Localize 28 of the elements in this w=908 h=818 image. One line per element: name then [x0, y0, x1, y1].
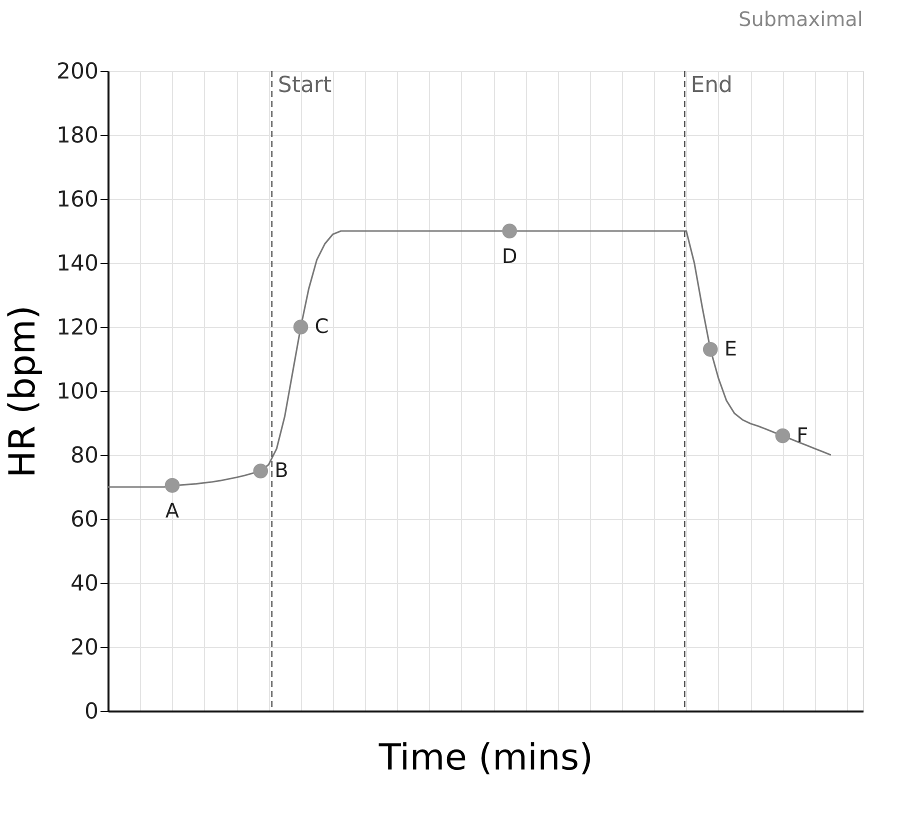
y-tick-label: 100 [56, 380, 98, 404]
y-tick-label: 120 [56, 316, 98, 340]
chart-title: Submaximal [738, 7, 863, 31]
point [253, 464, 268, 478]
data-label: B [274, 458, 288, 482]
point [775, 428, 790, 444]
x-axis-title: Time (mins) [378, 738, 594, 778]
data-label: A [165, 498, 180, 522]
point [293, 320, 308, 334]
annotation: Start [278, 73, 332, 98]
y-tick-label: 140 [56, 252, 98, 276]
y-axis-title: HR (bpm) [2, 305, 44, 478]
point [502, 224, 518, 238]
y-tick-label: 200 [56, 60, 98, 84]
data-label: E [724, 336, 738, 360]
annotation: End [690, 73, 733, 98]
y-tick-label: 20 [70, 636, 98, 660]
y-tick-label: 180 [56, 124, 98, 148]
y-tick-label: 40 [70, 572, 98, 596]
point [702, 342, 718, 357]
y-tick-label: 160 [56, 188, 98, 212]
point [164, 478, 180, 493]
y-tick-label: 60 [70, 508, 98, 532]
data-label: F [796, 422, 808, 447]
y-tick-label: 0 [84, 700, 98, 724]
y-tick-label: 80 [70, 444, 98, 468]
data-label: D [502, 244, 518, 268]
data-label: C [314, 314, 329, 338]
